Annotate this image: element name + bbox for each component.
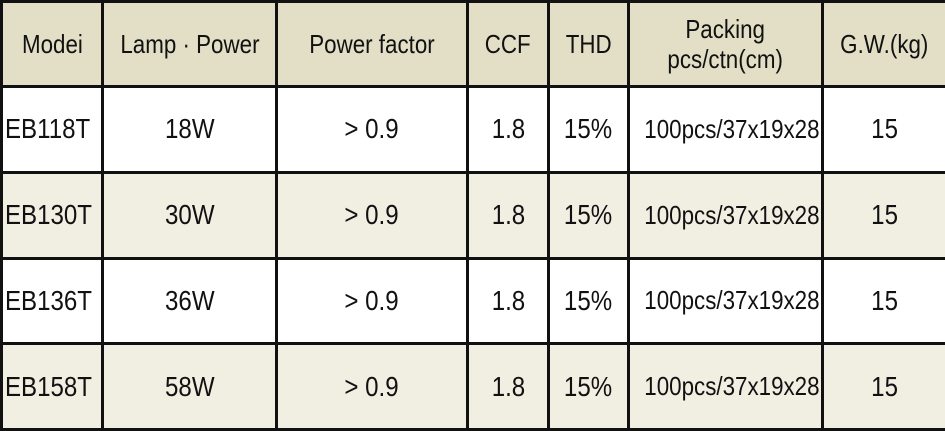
cell-packing: 100pcs/37x19x28 bbox=[627, 170, 824, 260]
cell-ccf: 1.8 bbox=[466, 170, 550, 260]
header-row: Modei Lamp · Power Power factor CCF THD … bbox=[0, 0, 945, 88]
cell-gross-weight: 15 bbox=[821, 256, 945, 346]
header-model: Modei bbox=[0, 0, 104, 88]
cell-lamp-power: 36W bbox=[101, 256, 278, 346]
cell-power-factor: > 0.9 bbox=[275, 342, 469, 431]
cell-thd: 15% bbox=[547, 342, 630, 431]
cell-power-factor: > 0.9 bbox=[275, 85, 469, 174]
cell-lamp-power: 58W bbox=[101, 342, 278, 431]
cell-thd: 15% bbox=[547, 85, 630, 174]
header-power-factor: Power factor bbox=[275, 0, 469, 88]
cell-gross-weight: 15 bbox=[821, 170, 945, 260]
cell-packing: 100pcs/37x19x28 bbox=[627, 85, 824, 174]
table-row: EB136T 36W > 0.9 1.8 15% 100pcs/37x19x28… bbox=[0, 256, 945, 346]
cell-ccf: 1.8 bbox=[466, 256, 550, 346]
header-thd: THD bbox=[547, 0, 630, 88]
table-row: EB118T 18W > 0.9 1.8 15% 100pcs/37x19x28… bbox=[0, 85, 945, 174]
header-gross-weight: G.W.(kg) bbox=[821, 0, 945, 88]
table-body: EB118T 18W > 0.9 1.8 15% 100pcs/37x19x28… bbox=[0, 85, 945, 431]
cell-gross-weight: 15 bbox=[821, 342, 945, 431]
cell-model: EB136T bbox=[0, 256, 104, 346]
cell-power-factor: > 0.9 bbox=[275, 256, 469, 346]
cell-model: EB158T bbox=[0, 342, 104, 431]
table-header: Modei Lamp · Power Power factor CCF THD … bbox=[0, 0, 945, 88]
cell-gross-weight: 15 bbox=[821, 85, 945, 174]
header-ccf: CCF bbox=[466, 0, 550, 88]
cell-thd: 15% bbox=[547, 170, 630, 260]
header-packing-line1: Packing bbox=[685, 14, 766, 44]
cell-ccf: 1.8 bbox=[466, 342, 550, 431]
header-packing-line2: pcs/ctn(cm) bbox=[667, 44, 784, 74]
cell-power-factor: > 0.9 bbox=[275, 170, 469, 260]
cell-model: EB130T bbox=[0, 170, 104, 260]
cell-packing: 100pcs/37x19x28 bbox=[627, 342, 824, 431]
table-row: EB158T 58W > 0.9 1.8 15% 100pcs/37x19x28… bbox=[0, 342, 945, 431]
header-lamp-power: Lamp · Power bbox=[101, 0, 278, 88]
cell-ccf: 1.8 bbox=[466, 85, 550, 174]
cell-lamp-power: 30W bbox=[101, 170, 278, 260]
cell-thd: 15% bbox=[547, 256, 630, 346]
cell-lamp-power: 18W bbox=[101, 85, 278, 174]
header-packing: Packing pcs/ctn(cm) bbox=[627, 0, 824, 88]
cell-model: EB118T bbox=[0, 85, 104, 174]
cell-packing: 100pcs/37x19x28 bbox=[627, 256, 824, 346]
table-row: EB130T 30W > 0.9 1.8 15% 100pcs/37x19x28… bbox=[0, 170, 945, 260]
